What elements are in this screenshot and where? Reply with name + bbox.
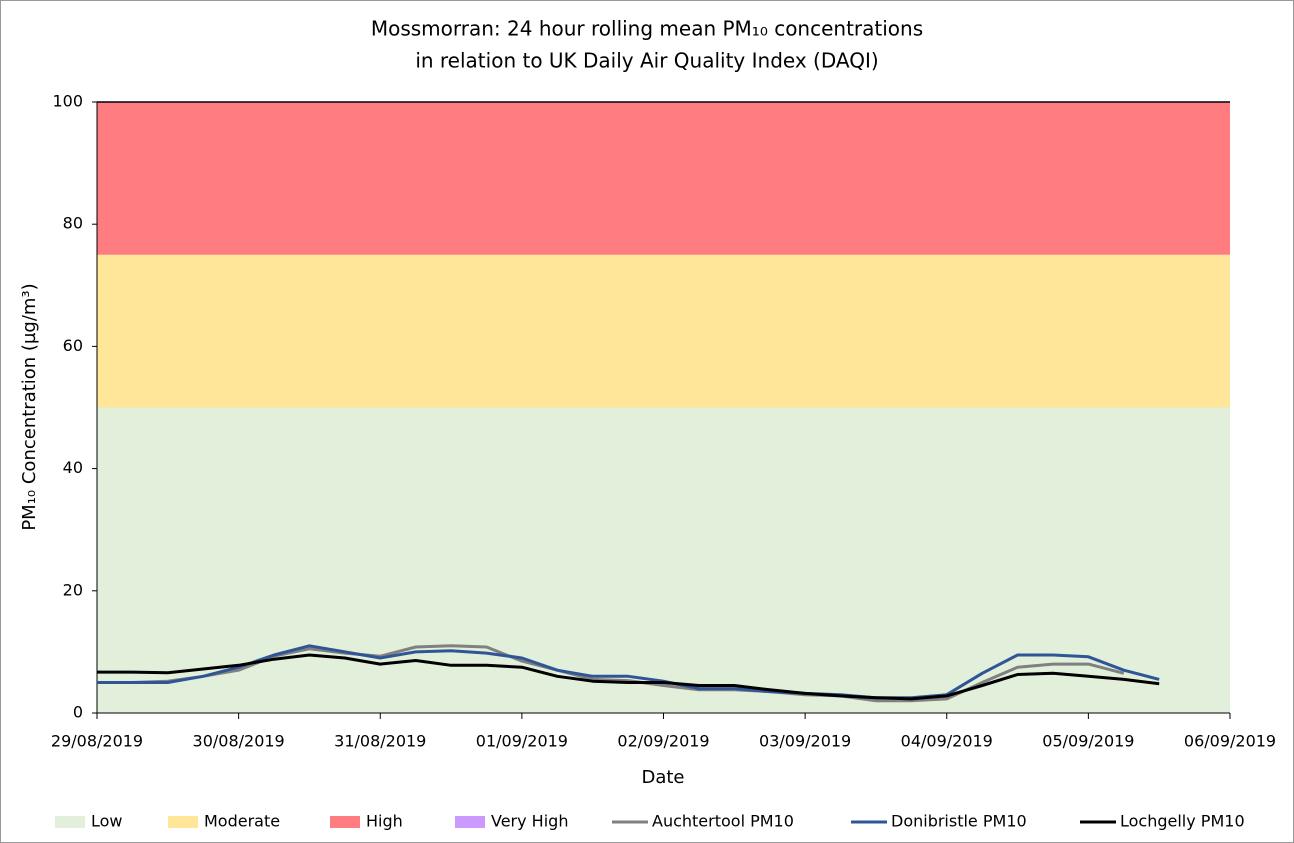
y-axis-label: PM₁₀ Concentration (µg/m³) xyxy=(19,283,40,530)
legend-label: High xyxy=(366,812,403,831)
x-tick-label: 03/09/2019 xyxy=(759,732,851,751)
y-tick-label: 60 xyxy=(63,336,83,355)
chart-title: Mossmorran: 24 hour rolling mean PM₁₀ co… xyxy=(371,17,923,41)
x-tick-label: 01/09/2019 xyxy=(476,732,568,751)
x-tick-label: 30/08/2019 xyxy=(193,732,285,751)
chart-title: in relation to UK Daily Air Quality Inde… xyxy=(415,49,878,73)
x-tick-label: 31/08/2019 xyxy=(334,732,426,751)
legend-label: Moderate xyxy=(204,812,280,831)
x-tick-label: 05/09/2019 xyxy=(1042,732,1134,751)
series-line xyxy=(97,653,1160,701)
series-line xyxy=(97,644,1160,700)
x-tick-label: 29/08/2019 xyxy=(51,732,143,751)
x-axis-label: Date xyxy=(641,767,684,788)
legend-label: Auchtertool PM10 xyxy=(652,812,794,831)
x-tick-label: 04/09/2019 xyxy=(901,732,993,751)
legend-label: Low xyxy=(91,812,123,831)
y-tick-label: 40 xyxy=(63,458,83,477)
band xyxy=(97,102,1230,255)
band xyxy=(97,254,1230,408)
legend-swatch xyxy=(168,816,198,828)
band xyxy=(97,407,1230,713)
y-tick-label: 0 xyxy=(73,703,83,722)
y-tick-label: 20 xyxy=(63,580,83,599)
x-tick-label: 02/09/2019 xyxy=(617,732,709,751)
legend-label: Donibristle PM10 xyxy=(891,812,1027,831)
legend-swatch xyxy=(330,816,360,828)
legend-swatch xyxy=(455,816,485,828)
x-tick-label: 06/09/2019 xyxy=(1184,732,1276,751)
legend-label: Very High xyxy=(491,812,568,831)
y-tick-label: 100 xyxy=(52,92,83,111)
legend-label: Lochgelly PM10 xyxy=(1120,812,1245,831)
legend-swatch xyxy=(55,816,85,828)
y-tick-label: 80 xyxy=(63,214,83,233)
